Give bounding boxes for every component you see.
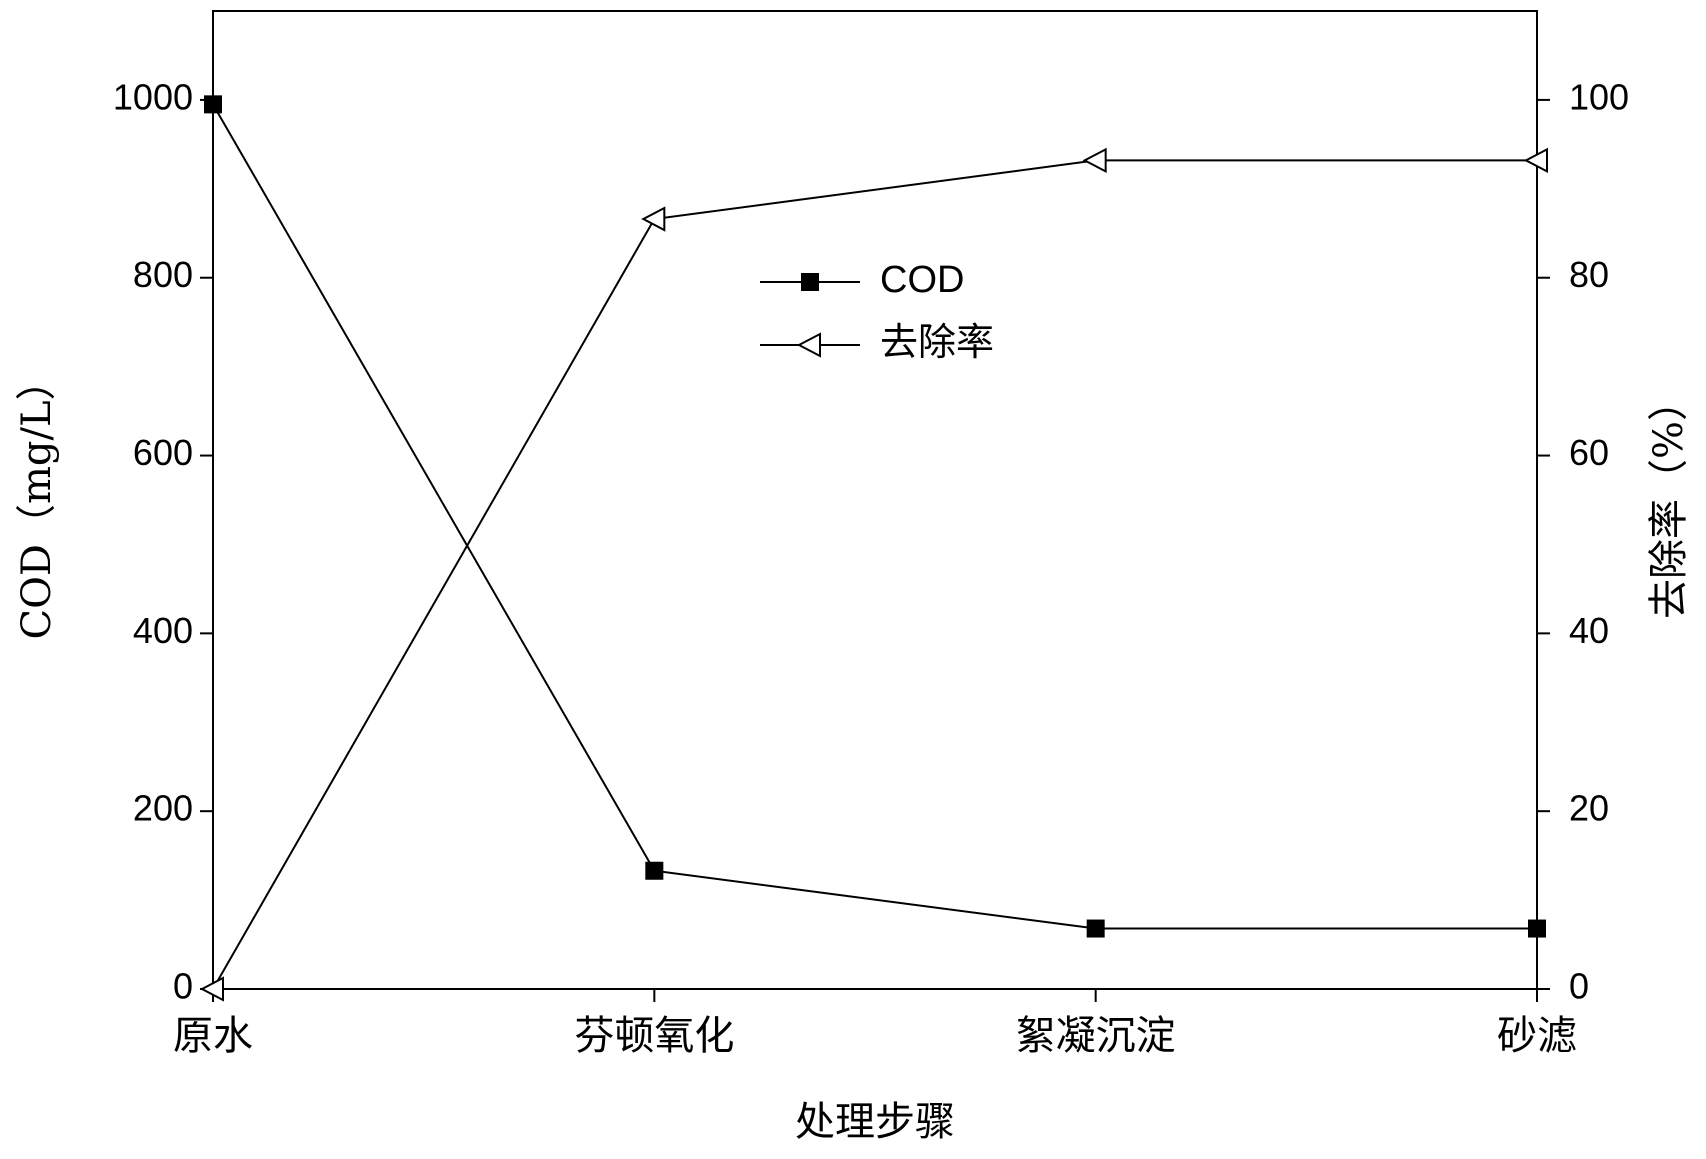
marker	[1082, 147, 1107, 174]
y2-tick-label: 40	[1569, 610, 1609, 651]
y2-tick-label: 0	[1569, 966, 1589, 1007]
marker	[641, 206, 666, 232]
x-tick-label: 砂滤	[1497, 1013, 1577, 1059]
x-tick-label: 原水	[173, 1013, 253, 1059]
y2-tick-label: 20	[1569, 788, 1609, 829]
series-line	[212, 159, 1537, 990]
y-tick-label: 600	[133, 432, 193, 473]
x-axis-title: 处理步骤	[795, 1099, 955, 1145]
y-tick-label: 400	[133, 610, 193, 651]
x-tick-label: 絮凝沉淀	[1016, 1013, 1176, 1059]
y2-tick-label: 60	[1569, 432, 1609, 473]
y-tick-label: 0	[173, 966, 193, 1007]
y2-tick-label: 100	[1569, 76, 1629, 117]
legend-label: COD	[880, 259, 964, 301]
marker	[645, 861, 664, 880]
y2-axis-title: 去除率（%）	[1646, 381, 1692, 619]
marker	[801, 273, 819, 291]
marker	[1528, 919, 1546, 938]
x-tick-label: 芬顿氧化	[574, 1013, 734, 1059]
marker	[1523, 147, 1548, 174]
marker	[204, 95, 222, 114]
y-tick-label: 1000	[113, 76, 193, 117]
marker	[199, 976, 224, 1002]
series-line	[212, 103, 1537, 930]
y2-tick-label: 80	[1569, 254, 1609, 295]
plot-frame	[212, 10, 1538, 990]
y-tick-label: 800	[133, 254, 193, 295]
marker	[796, 332, 821, 358]
legend-label: 去除率	[880, 322, 994, 364]
y-tick-label: 200	[133, 788, 193, 829]
marker	[1086, 919, 1105, 938]
y-axis-title: COD（mg/L）	[14, 360, 60, 639]
